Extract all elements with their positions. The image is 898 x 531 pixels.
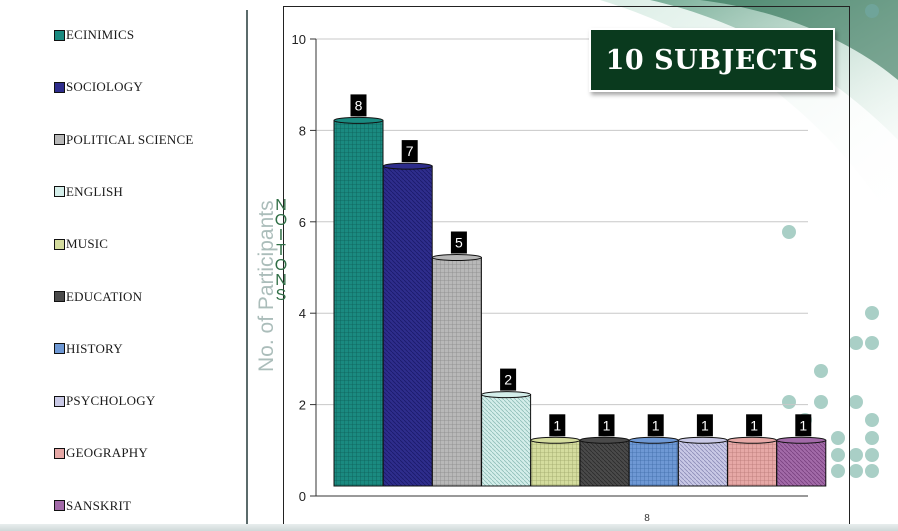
data-label: 1: [701, 417, 709, 433]
y-tick-label: 4: [299, 306, 306, 321]
legend-item: HISTORY: [54, 340, 123, 356]
bar: [530, 439, 581, 487]
bar-top: [628, 436, 679, 444]
legend-label: PSYCHOLOGY: [66, 393, 156, 409]
legend-item: GEOGRAPHY: [54, 445, 148, 461]
y-tick-label: 0: [299, 489, 306, 504]
bar-top: [481, 391, 532, 399]
legend-item: PSYCHOLOGY: [54, 393, 156, 409]
legend-label: MUSIC: [66, 236, 109, 252]
legend-label: ECINIMICS: [66, 27, 135, 42]
bottom-strip: [0, 524, 898, 531]
data-label-box: [350, 94, 367, 117]
bar-top: [382, 162, 433, 170]
bar: [481, 394, 532, 487]
data-label-box: [696, 414, 713, 437]
legend-swatch: [54, 29, 65, 41]
legend-item: ENGLISH: [54, 183, 124, 199]
legend-item: SOCIOLOGY: [54, 79, 143, 95]
bar: [431, 257, 482, 487]
chart-title-box: 10 SUBJECTS: [589, 28, 835, 92]
data-label: 1: [603, 417, 611, 433]
legend-label: HISTORY: [66, 340, 123, 356]
data-label-box: [450, 231, 467, 254]
y-tick-label: 2: [299, 398, 306, 413]
bar: [628, 439, 679, 487]
legend-label: SOCIOLOGY: [66, 79, 143, 95]
bar-top: [530, 436, 581, 444]
data-label: 1: [553, 417, 561, 433]
legend-swatch: [54, 238, 65, 250]
legend-swatch: [54, 395, 65, 407]
legend-item: MUSIC: [54, 236, 109, 252]
legend-item: POLITICAL SCIENCE: [54, 131, 194, 147]
y-tick-label: 8: [299, 123, 306, 138]
chart-title: 10 SUBJECTS: [605, 44, 819, 76]
data-label-box: [401, 140, 418, 163]
legend-label: POLITICAL SCIENCE: [66, 131, 194, 147]
legend-label: SANSKRIT: [66, 497, 132, 513]
legend-swatch: [54, 447, 65, 459]
legend-swatch: [54, 500, 65, 512]
data-label-box: [795, 414, 812, 437]
bar: [579, 439, 630, 487]
data-label-box: [598, 414, 615, 437]
bar-top: [727, 436, 778, 444]
data-label: 5: [455, 235, 463, 251]
bar: [333, 119, 384, 487]
data-label: 1: [799, 417, 807, 433]
legend-swatch: [54, 291, 65, 302]
x-tick-label: 8: [644, 513, 650, 524]
y-axis-label-overlay: NOITONS: [274, 197, 288, 304]
legend-swatch: [54, 186, 65, 198]
bar-top: [333, 116, 384, 124]
bar-top: [776, 436, 827, 444]
bar: [382, 165, 433, 487]
data-label: 8: [355, 97, 363, 113]
legend-label: ENGLISH: [66, 183, 124, 199]
legend-label: GEOGRAPHY: [66, 445, 148, 461]
legend-label: EDUCATION: [66, 288, 143, 304]
bar-top: [431, 254, 482, 261]
y-tick-label: 10: [292, 32, 306, 47]
data-label: 7: [406, 143, 414, 159]
data-label: 1: [750, 417, 758, 433]
bar-top: [677, 436, 728, 444]
legend-divider: [246, 10, 248, 531]
data-label-box: [500, 368, 517, 391]
data-label: 1: [652, 417, 660, 433]
legend-swatch: [54, 343, 65, 355]
data-label-box: [746, 414, 763, 437]
legend-swatch: [54, 134, 65, 146]
chart-legend: ECINIMICS SOCIOLOGY POLITICAL SCIENCE ENGLI…: [0, 0, 246, 531]
bar-top: [579, 436, 630, 444]
legend-item: SANSKRIT: [54, 497, 132, 513]
legend-item: ECINIMICS: [54, 27, 135, 42]
legend-item: EDUCATION: [54, 288, 143, 304]
bar: [727, 439, 778, 487]
chart-frame: [283, 6, 850, 531]
bar: [677, 439, 728, 487]
y-tick-label: 6: [299, 215, 306, 230]
data-label-box: [549, 414, 566, 437]
data-label: 2: [504, 372, 512, 388]
legend-swatch: [54, 81, 65, 93]
data-label-box: [647, 414, 664, 437]
bar: [776, 439, 827, 487]
